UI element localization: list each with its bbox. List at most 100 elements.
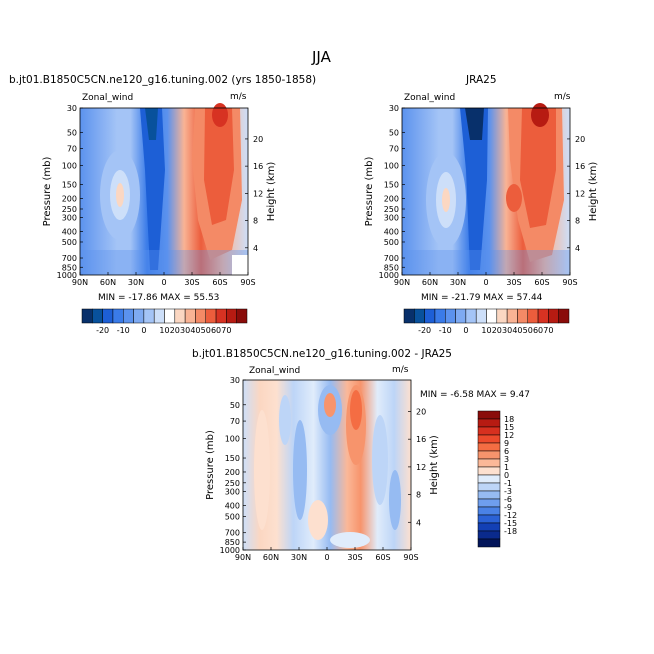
x-tick-label: 60N [100, 278, 116, 287]
diff-colorbar-label: -9 [504, 503, 512, 512]
y-tick-label: 250 [384, 205, 399, 214]
right-units-label: m/s [554, 92, 571, 102]
colorbar-label: 60 [533, 326, 543, 335]
diff-colorbar-swatch [477, 506, 501, 516]
diff-colorbar-label: 3 [504, 455, 509, 464]
y-tick-label: 400 [225, 502, 240, 511]
y-tick-label: 1000 [220, 546, 240, 555]
y-axis-title: Pressure (mb) [42, 157, 53, 227]
diff-colorbar-label: 1 [504, 463, 509, 472]
right-panel-title: JRA25 [466, 74, 497, 86]
colorbar-swatch [102, 308, 114, 324]
left-heatmap [80, 103, 248, 275]
y-tick-label: 250 [225, 479, 240, 488]
y-tick-label: 400 [384, 227, 399, 236]
y2-tick-label: 12 [416, 463, 426, 472]
y2-tick-label: 12 [253, 189, 263, 198]
y-tick-label: 200 [225, 468, 240, 477]
colorbar-swatch [537, 308, 549, 324]
y2-tick-label: 4 [416, 518, 421, 527]
diff-colorbar-swatch [477, 450, 501, 460]
y-tick-label: 100 [225, 434, 240, 443]
diff-colorbar-label: -1 [504, 479, 512, 488]
y-tick-label: 300 [384, 214, 399, 223]
diff-colorbar-swatch [477, 426, 501, 436]
diff-colorbar-swatch [477, 490, 501, 500]
y-tick-label: 700 [225, 529, 240, 538]
y2-tick-label: 20 [253, 135, 263, 144]
y2-tick-label: 16 [416, 435, 426, 444]
y2-tick-label: 12 [575, 189, 585, 198]
colorbar-swatch [496, 308, 508, 324]
colorbar-label: 20 [492, 326, 502, 335]
x-tick-label: 90N [394, 278, 410, 287]
y-tick-label: 70 [67, 144, 77, 153]
colorbar-label: 70 [221, 326, 231, 335]
colorbar-swatch [184, 308, 196, 324]
y2-axis-title: Height (km) [588, 162, 599, 222]
colorbar-swatch [164, 308, 176, 324]
y-tick-label: 500 [384, 238, 399, 247]
colorbar-swatch [143, 308, 155, 324]
left-variable-label: Zonal_wind [82, 93, 134, 103]
diff-variable-label: Zonal_wind [249, 366, 301, 376]
diff-colorbar-label: 15 [504, 423, 514, 432]
colorbar-label: 10 [159, 326, 169, 335]
y-tick-label: 850 [384, 263, 399, 272]
colorbar-swatch [506, 308, 518, 324]
colorbar-swatch [123, 308, 134, 324]
diff-colorbar-label: 0 [504, 471, 509, 480]
right-heatmap [402, 103, 570, 275]
diff-stats: MIN = -6.58 MAX = 9.47 [420, 390, 530, 400]
diff-colorbar-label: 18 [504, 415, 514, 424]
diff-colorbar-swatch [477, 538, 501, 548]
colorbar-swatch [92, 308, 103, 324]
y-tick-label: 400 [62, 227, 77, 236]
colorbar-swatch [153, 308, 165, 324]
y-tick-label: 700 [62, 254, 77, 263]
y-tick-label: 50 [67, 128, 77, 137]
y-tick-label: 300 [62, 214, 77, 223]
x-tick-label: 90N [72, 278, 88, 287]
right-variable-label: Zonal_wind [404, 93, 456, 103]
colorbar-swatch [226, 308, 237, 324]
y-tick-label: 200 [62, 194, 77, 203]
colorbar-swatch [195, 308, 206, 324]
diff-colorbar-swatch [477, 418, 501, 428]
y-tick-label: 150 [384, 181, 399, 190]
colorbar-swatch [475, 308, 487, 324]
diff-colorbar-swatch [477, 522, 501, 532]
diff-colorbar-label: -15 [504, 519, 517, 528]
y2-tick-label: 8 [575, 217, 580, 226]
colorbar-swatch [455, 308, 467, 324]
colorbar-swatch [445, 308, 456, 324]
diff-colorbar-label: -6 [504, 495, 512, 504]
diff-colorbar-label: 6 [504, 447, 509, 456]
diff-colorbar-label: -12 [504, 511, 517, 520]
left-panel-title: b.jt01.B1850C5CN.ne120_g16.tuning.002 (y… [9, 74, 317, 86]
colorbar-label: -10 [439, 326, 452, 335]
y2-tick-label: 16 [253, 162, 263, 171]
colorbar-swatch [81, 308, 93, 324]
y-tick-label: 70 [389, 144, 399, 153]
y-tick-label: 500 [225, 512, 240, 521]
x-tick-label: 90S [403, 553, 418, 562]
y2-tick-label: 20 [416, 407, 426, 416]
colorbar-swatch [236, 308, 248, 324]
colorbar-swatch [465, 308, 477, 324]
y-tick-label: 50 [230, 401, 240, 410]
x-tick-label: 90S [240, 278, 255, 287]
colorbar-swatch [527, 308, 539, 324]
colorbar-swatch [205, 308, 217, 324]
colorbar-swatch [215, 308, 227, 324]
x-tick-label: 0 [324, 553, 329, 562]
colorbar-label: 50 [523, 326, 533, 335]
y-tick-label: 30 [230, 376, 240, 385]
x-tick-label: 30S [506, 278, 521, 287]
diff-colorbar-swatch [477, 482, 501, 492]
colorbar-swatch [403, 308, 415, 324]
right-stats: MIN = -21.79 MAX = 57.44 [421, 293, 543, 303]
colorbar-label: 30 [502, 326, 512, 335]
y-tick-label: 30 [389, 104, 399, 113]
